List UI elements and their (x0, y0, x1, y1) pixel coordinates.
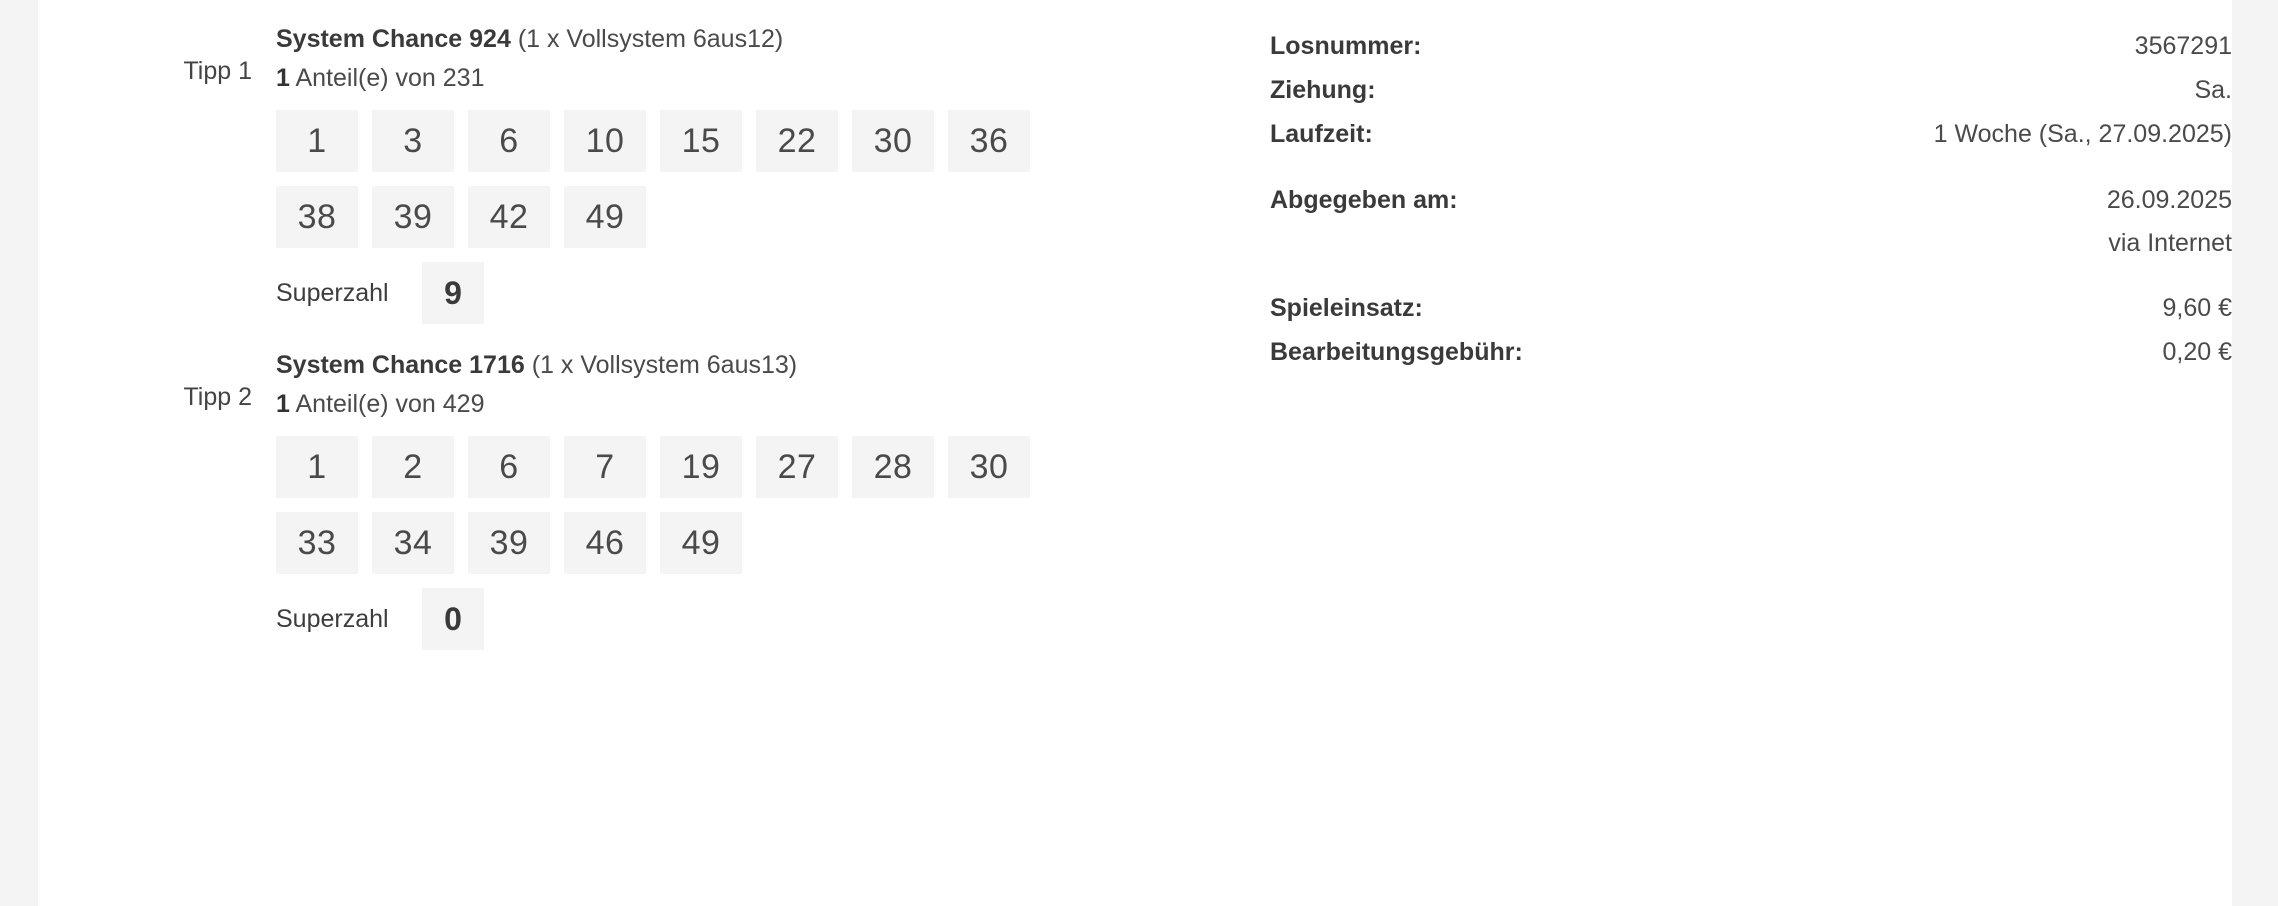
page-gutter-right (2232, 0, 2278, 906)
number-tile[interactable]: 42 (468, 186, 550, 248)
tip-system-title: System Chance 1716 (1 x Vollsystem 6aus1… (276, 346, 1270, 384)
meta-row-ziehung: Ziehung: Sa. (1270, 68, 2232, 112)
superzahl-tile[interactable]: 9 (422, 262, 484, 324)
number-tile[interactable]: 49 (564, 186, 646, 248)
meta-row-losnummer: Losnummer: 3567291 (1270, 24, 2232, 68)
tip-number-row: 1 3 6 10 15 22 30 36 (276, 110, 1270, 172)
number-tile[interactable]: 6 (468, 110, 550, 172)
meta-row-gebuehr: Bearbeitungsgebühr: 0,20 € (1270, 330, 2232, 374)
tip-shares: 1 Anteil(e) von 429 (276, 384, 1270, 424)
meta-spacer (1270, 156, 2232, 178)
number-tile[interactable]: 22 (756, 110, 838, 172)
number-tile[interactable]: 39 (468, 512, 550, 574)
number-tile[interactable]: 34 (372, 512, 454, 574)
page-gutter-left (0, 0, 38, 906)
tip-number-row: 38 39 42 49 (276, 186, 1270, 248)
spieleinsatz-label: Spieleinsatz: (1270, 294, 1423, 322)
tip-share-count: 1 (276, 390, 290, 418)
number-tile[interactable]: 1 (276, 110, 358, 172)
tip-shares: 1 Anteil(e) von 231 (276, 58, 1270, 98)
tip-label: Tipp 1 (183, 57, 252, 85)
tip-number-row: 1 2 6 7 19 27 28 30 (276, 436, 1270, 498)
meta-row-abgegeben: Abgegeben am: 26.09.2025 (1270, 178, 2232, 222)
superzahl-row: Superzahl 0 (276, 588, 1270, 650)
number-tile[interactable]: 28 (852, 436, 934, 498)
number-tile[interactable]: 46 (564, 512, 646, 574)
number-tile[interactable]: 27 (756, 436, 838, 498)
ziehung-value: Sa. (2194, 76, 2232, 104)
spieleinsatz-value: 9,60 € (2162, 294, 2232, 322)
number-tile[interactable]: 15 (660, 110, 742, 172)
number-tile[interactable]: 3 (372, 110, 454, 172)
meta-spacer-cell (1711, 156, 2232, 178)
superzahl-tile[interactable]: 0 (422, 588, 484, 650)
number-tile[interactable]: 33 (276, 512, 358, 574)
gebuehr-value: 0,20 € (2162, 338, 2232, 366)
laufzeit-label: Laufzeit: (1270, 120, 1373, 148)
number-tile[interactable]: 2 (372, 436, 454, 498)
superzahl-label: Superzahl (276, 604, 389, 633)
number-tile[interactable]: 1 (276, 436, 358, 498)
meta-row-laufzeit: Laufzeit: 1 Woche (Sa., 27.09.2025) (1270, 112, 2232, 156)
number-tile[interactable]: 30 (948, 436, 1030, 498)
meta-row-spieleinsatz: Spieleinsatz: 9,60 € (1270, 286, 2232, 330)
ticket-meta-column: Losnummer: 3567291 Ziehung: Sa. Laufzeit… (1270, 0, 2232, 374)
tip-system-name: System Chance 1716 (276, 351, 525, 379)
tip-system-detail: (1 x Vollsystem 6aus13) (531, 351, 798, 379)
number-tile[interactable]: 30 (852, 110, 934, 172)
tip-label: Tipp 2 (183, 383, 252, 411)
ticket-meta-table: Losnummer: 3567291 Ziehung: Sa. Laufzeit… (1270, 24, 2232, 374)
abgegeben-via-value: via Internet (2108, 229, 2232, 257)
tip-block: Tipp 2 System Chance 1716 (1 x Vollsyste… (38, 346, 1270, 650)
losnummer-value: 3567291 (2134, 32, 2232, 60)
tip-block: Tipp 1 System Chance 924 (1 x Vollsystem… (38, 20, 1270, 324)
tip-system-name: System Chance 924 (276, 25, 511, 53)
tip-share-text: Anteil(e) von 231 (295, 64, 485, 92)
ziehung-label: Ziehung: (1270, 76, 1376, 104)
number-tile[interactable]: 6 (468, 436, 550, 498)
abgegeben-value: 26.09.2025 (2106, 186, 2232, 214)
gebuehr-label: Bearbeitungsgebühr: (1270, 338, 1523, 366)
meta-spacer-cell (1270, 156, 1711, 178)
losnummer-label: Losnummer: (1270, 32, 1422, 60)
tip-number-row: 33 34 39 46 49 (276, 512, 1270, 574)
abgegeben-label: Abgegeben am: (1270, 186, 1458, 214)
tips-column: Tipp 1 System Chance 924 (1 x Vollsystem… (38, 0, 1270, 650)
superzahl-row: Superzahl 9 (276, 262, 1270, 324)
laufzeit-value: 1 Woche (Sa., 27.09.2025) (1933, 120, 2232, 148)
tip-share-count: 1 (276, 64, 290, 92)
number-tile[interactable]: 36 (948, 110, 1030, 172)
ticket-layout: Tipp 1 System Chance 924 (1 x Vollsystem… (38, 0, 2232, 906)
tip-number-grid: 1 2 6 7 19 27 28 30 33 34 39 (276, 436, 1270, 574)
meta-spacer (1270, 264, 2232, 286)
tip-body: System Chance 1716 (1 x Vollsystem 6aus1… (276, 346, 1270, 650)
number-tile[interactable]: 49 (660, 512, 742, 574)
superzahl-label: Superzahl (276, 278, 389, 307)
tip-system-detail: (1 x Vollsystem 6aus12) (517, 25, 784, 53)
number-tile[interactable]: 19 (660, 436, 742, 498)
abgegeben-via-spacer (1270, 222, 1711, 264)
tip-number-grid: 1 3 6 10 15 22 30 36 38 39 42 (276, 110, 1270, 248)
tip-share-text: Anteil(e) von 429 (295, 390, 485, 418)
meta-spacer-cell (1270, 264, 1711, 286)
number-tile[interactable]: 7 (564, 436, 646, 498)
meta-row-abgegeben-via: via Internet (1270, 222, 2232, 264)
number-tile[interactable]: 38 (276, 186, 358, 248)
number-tile[interactable]: 39 (372, 186, 454, 248)
tip-system-title: System Chance 924 (1 x Vollsystem 6aus12… (276, 20, 1270, 58)
ticket-sheet: Tipp 1 System Chance 924 (1 x Vollsystem… (38, 0, 2232, 906)
meta-spacer-cell (1711, 264, 2232, 286)
number-tile[interactable]: 10 (564, 110, 646, 172)
tip-body: System Chance 924 (1 x Vollsystem 6aus12… (276, 20, 1270, 324)
